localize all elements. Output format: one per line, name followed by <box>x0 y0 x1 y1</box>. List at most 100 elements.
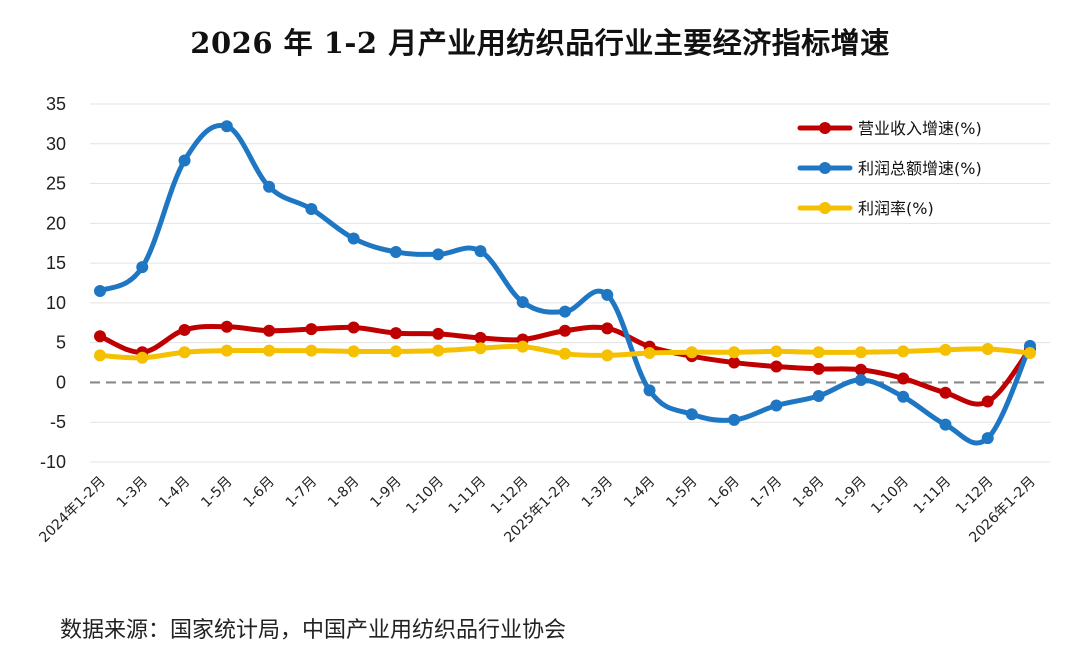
legend-item: 利润率(%) <box>797 199 934 218</box>
x-tick-label: 1-8月 <box>325 474 362 511</box>
series-2 <box>94 340 1036 364</box>
data-point <box>178 346 191 359</box>
y-tick-label: 10 <box>46 293 66 313</box>
data-point <box>728 413 741 426</box>
data-point <box>812 389 825 402</box>
data-point <box>263 324 276 337</box>
legend: 营业收入增速(%) 利润总额增速(%) 利润率(%) <box>797 119 982 218</box>
data-point <box>897 390 910 403</box>
legend-item: 利润总额增速(%) <box>797 159 982 178</box>
y-tick-label: 20 <box>46 213 66 233</box>
data-point <box>220 120 233 133</box>
data-point <box>94 349 106 362</box>
data-point <box>94 330 106 343</box>
x-tick-label: 1-5月 <box>663 474 700 511</box>
y-tick-label: -5 <box>50 412 66 432</box>
data-point <box>347 345 360 358</box>
y-tick-label: -10 <box>40 452 66 472</box>
data-point <box>601 322 614 335</box>
x-tick-label: 1-7月 <box>748 474 785 511</box>
data-point <box>939 343 952 356</box>
data-point <box>601 288 614 301</box>
series-0 <box>94 320 1036 408</box>
data-point <box>389 345 402 358</box>
x-tick-label: 1-3月 <box>579 474 616 511</box>
data-point <box>939 386 952 399</box>
x-tick-label: 1-11月 <box>446 474 490 518</box>
data-point <box>643 347 656 360</box>
data-point <box>389 327 402 340</box>
y-tick-label: 25 <box>46 174 66 194</box>
data-point <box>178 154 191 167</box>
data-point <box>432 344 445 357</box>
y-tick-label: 35 <box>46 94 66 114</box>
data-point <box>559 324 571 337</box>
data-point <box>812 346 825 359</box>
data-point <box>432 248 445 261</box>
grid-lines <box>90 103 1050 463</box>
data-point <box>770 360 783 373</box>
data-point <box>263 344 276 357</box>
data-point <box>347 232 360 245</box>
data-point <box>559 305 571 318</box>
data-point <box>643 384 656 397</box>
data-point <box>305 344 318 357</box>
x-axis-ticks: 2024年1-2月 1-3月 1-4月 1-5月 1-6月 1-7月 1-8月 1-9月1-1… <box>36 474 1038 546</box>
legend-item: 营业收入增速(%) <box>797 119 982 138</box>
y-tick-label: 0 <box>56 372 66 392</box>
x-tick-label: 2024年1-2月 <box>36 474 108 546</box>
data-point <box>897 345 910 358</box>
data-point <box>516 296 529 309</box>
x-tick-label: 1-10月 <box>403 474 447 518</box>
x-tick-label: 1-8月 <box>790 474 827 511</box>
data-point <box>770 345 783 358</box>
data-point <box>854 346 867 359</box>
data-point <box>854 363 867 376</box>
data-source-note: 数据来源：国家统计局，中国产业用纺织品行业协会 <box>60 618 567 643</box>
legend-label: 利润率(%) <box>858 199 934 218</box>
x-tick-label: 1-6月 <box>241 474 278 511</box>
data-point <box>94 284 106 297</box>
y-axis-ticks: -10 -5 0 5 10 15 20 25 30 35 <box>40 94 66 472</box>
data-point <box>601 349 614 362</box>
x-tick-label: 1-3月 <box>114 474 151 511</box>
data-point <box>981 343 994 356</box>
x-tick-label: 1-9月 <box>832 474 869 511</box>
legend-swatch-marker <box>819 162 831 174</box>
data-point <box>474 245 487 258</box>
data-point <box>432 327 445 340</box>
data-point <box>263 180 276 193</box>
x-tick-label: 1-6月 <box>706 474 743 511</box>
x-tick-label: 1-10月 <box>868 474 912 518</box>
data-point <box>812 362 825 375</box>
data-point <box>136 261 149 274</box>
legend-swatch-marker <box>819 122 831 134</box>
x-tick-label: 1-4月 <box>621 474 658 511</box>
data-point <box>939 418 952 431</box>
data-point <box>305 323 318 336</box>
legend-label: 营业收入增速(%) <box>858 119 982 138</box>
y-tick-label: 15 <box>46 253 66 273</box>
data-point <box>220 320 233 333</box>
x-tick-label: 1-11月 <box>911 474 955 518</box>
data-point <box>981 395 994 408</box>
chart-title: 2026 年 1-2 月产业用纺织品行业主要经济指标增速 <box>190 26 890 60</box>
data-point <box>474 331 487 344</box>
x-tick-label: 1-7月 <box>283 474 320 511</box>
data-point <box>1024 347 1036 360</box>
data-point <box>474 342 487 355</box>
legend-label: 利润总额增速(%) <box>858 159 982 178</box>
data-point <box>854 374 867 387</box>
data-point <box>770 399 783 412</box>
data-point <box>516 340 529 353</box>
legend-swatch-marker <box>819 202 831 214</box>
data-point <box>685 408 698 421</box>
data-point <box>981 432 994 445</box>
data-point <box>220 344 233 357</box>
data-point <box>178 323 191 336</box>
x-tick-label: 1-4月 <box>156 474 193 511</box>
data-point <box>559 347 571 360</box>
data-point <box>136 351 149 364</box>
y-tick-label: 5 <box>56 333 66 353</box>
